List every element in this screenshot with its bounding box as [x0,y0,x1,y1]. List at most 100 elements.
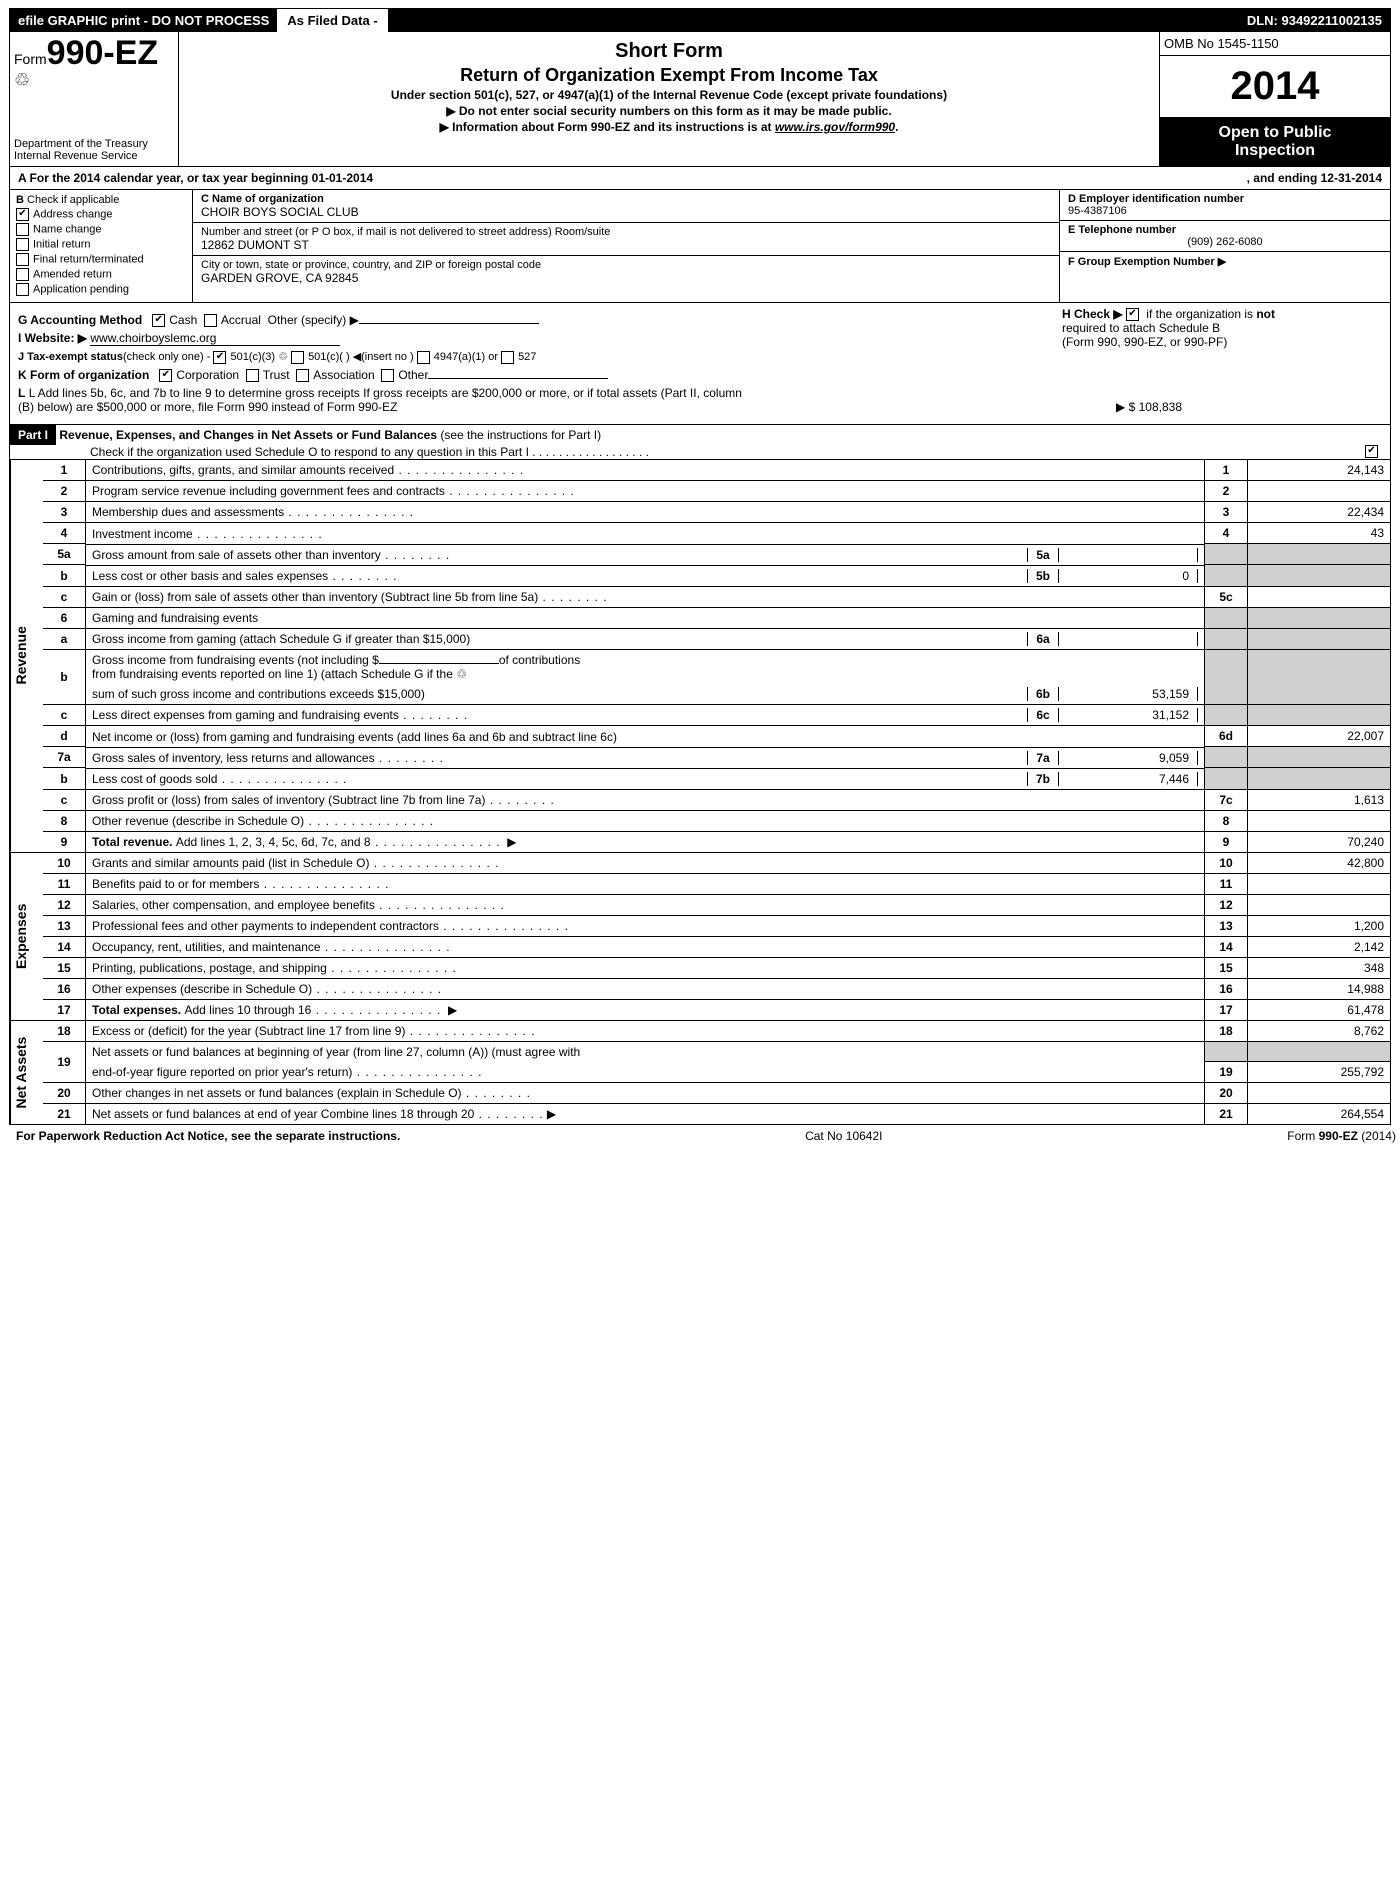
col-def: D Employer identification number 95-4387… [1059,190,1390,302]
val-line-10: 42,800 [1248,853,1391,874]
form-ref: Form 990-EZ (2014) [1287,1129,1396,1143]
chk-initial-return[interactable] [16,238,29,251]
val-line-6a [1059,632,1198,646]
subtitle: Under section 501(c), 527, or 4947(a)(1)… [185,88,1153,102]
mid-block-ghijkl: H Check ▶ ✔ if the organization is not r… [10,303,1390,425]
val-line-3: 22,434 [1248,502,1391,523]
val-line-5b: 0 [1059,569,1198,583]
val-line-2 [1248,481,1391,502]
period-begin: A For the 2014 calendar year, or tax yea… [18,171,373,185]
val-line-7c: 1,613 [1248,789,1391,810]
chk-final-return[interactable] [16,253,29,266]
chk-527[interactable] [501,351,514,364]
expenses-table: 10Grants and similar amounts paid (list … [43,853,1390,1020]
as-filed-label: As Filed Data - [277,9,387,32]
efile-notice: efile GRAPHIC print - DO NOT PROCESS [10,9,277,32]
ssn-warning: ▶ Do not enter social security numbers o… [185,104,1153,118]
open-public-badge: Open to Public Inspection [1160,118,1390,166]
top-bar: efile GRAPHIC print - DO NOT PROCESS As … [10,9,1390,32]
val-line-11 [1248,873,1391,894]
chk-other-org[interactable] [381,369,394,382]
chk-trust[interactable] [246,369,259,382]
dln: DLN: 93492211002135 [1239,9,1390,32]
val-line-12 [1248,894,1391,915]
val-line-21: 264,554 [1248,1104,1391,1125]
val-line-6c: 31,152 [1059,708,1198,722]
val-line-20 [1248,1083,1391,1104]
label-ein: D Employer identification number [1068,193,1382,205]
chk-name-change[interactable] [16,223,29,236]
col-c-org-info: C Name of organization CHOIR BOYS SOCIAL… [193,190,1059,302]
chk-association[interactable] [296,369,309,382]
chk-501c[interactable] [291,351,304,364]
header-left: Form990-EZ ♲ Department of the Treasury … [10,32,179,166]
chk-amended[interactable] [16,268,29,281]
org-street: 12862 DUMONT ST [201,238,1051,252]
irs-label: Internal Revenue Service [14,150,174,162]
label-org-name: C Name of organization [201,193,1051,205]
part-1-paren: (see the instructions for Part I) [440,428,601,442]
form-footer: For Paperwork Reduction Act Notice, see … [8,1125,1400,1147]
val-line-18: 8,762 [1248,1021,1391,1042]
tax-year: 2014 [1160,56,1390,118]
label-phone: E Telephone number [1068,224,1382,236]
val-line-8 [1248,810,1391,831]
revenue-side-label: Revenue [10,460,43,852]
chk-schedule-b-not-required[interactable]: ✔ [1126,308,1139,321]
form-header: Form990-EZ ♲ Department of the Treasury … [10,32,1390,167]
main-title: Return of Organization Exempt From Incom… [185,65,1153,86]
schedule-o-check-line: Check if the organization used Schedule … [10,445,1390,459]
paperwork-notice: For Paperwork Reduction Act Notice, see … [16,1129,400,1143]
chk-accrual[interactable] [204,314,217,327]
website-link[interactable]: www.choirboyslemc.org [90,331,340,346]
netassets-side-label: Net Assets [10,1021,43,1125]
val-line-13: 1,200 [1248,915,1391,936]
val-line-15: 348 [1248,957,1391,978]
top-bar-spacer [388,9,1239,32]
net-assets-table: 18Excess or (deficit) for the year (Subt… [43,1021,1390,1125]
section-j: J Tax-exempt status(check only one) - ✔5… [18,350,1382,364]
val-line-17: 61,478 [1248,999,1391,1020]
net-assets-section: Net Assets 18Excess or (deficit) for the… [10,1021,1390,1125]
form-990ez: efile GRAPHIC print - DO NOT PROCESS As … [9,8,1391,1125]
org-name: CHOIR BOYS SOCIAL CLUB [201,205,1051,219]
chk-corporation[interactable]: ✔ [159,369,172,382]
val-line-9: 70,240 [1248,831,1391,852]
treasury-label: Department of the Treasury [14,138,174,150]
chk-cash[interactable]: ✔ [152,314,165,327]
val-line-4: 43 [1248,523,1391,544]
expenses-section: Expenses 10Grants and similar amounts pa… [10,853,1390,1021]
recycle-icon: ♲ [14,70,174,91]
section-bcdef: B Check if applicable ✔Address change Na… [10,190,1390,303]
label-street: Number and street (or P O box, if mail i… [201,226,1051,238]
chk-schedule-o[interactable]: ✔ [1365,445,1378,458]
org-city: GARDEN GROVE, CA 92845 [201,271,1051,285]
label-group-exemption: F Group Exemption Number ▶ [1068,256,1226,268]
irs-link[interactable]: www.irs.gov/form990 [775,120,895,134]
chk-pending[interactable] [16,283,29,296]
dept-block: Department of the Treasury Internal Reve… [14,138,174,162]
omb-number: OMB No 1545-1150 [1160,32,1390,56]
period-end: , and ending 12-31-2014 [1207,171,1382,185]
val-line-7b: 7,446 [1059,772,1198,786]
chk-4947[interactable] [417,351,430,364]
val-line-7a: 9,059 [1059,751,1198,765]
section-h: H Check ▶ ✔ if the organization is not r… [1062,307,1382,349]
row-a-period: A For the 2014 calendar year, or tax yea… [10,167,1390,190]
chk-address-change[interactable]: ✔ [16,208,29,221]
short-form-title: Short Form [185,40,1153,63]
phone-value: (909) 262-6080 [1068,236,1382,248]
chk-501c3[interactable]: ✔ [213,351,226,364]
col-b-checkboxes: B Check if applicable ✔Address change Na… [10,190,193,302]
section-k: K Form of organization ✔Corporation Trus… [18,368,1382,382]
part-1-header: Part I Revenue, Expenses, and Changes in… [10,425,1390,460]
expenses-side-label: Expenses [10,853,43,1020]
val-line-19: 255,792 [1248,1062,1391,1083]
val-line-6b: 53,159 [1059,687,1198,701]
part-1-title: Revenue, Expenses, and Changes in Net As… [59,428,437,442]
val-line-1: 24,143 [1248,460,1391,481]
val-line-6d: 22,007 [1248,726,1391,747]
label-city: City or town, state or province, country… [201,259,1051,271]
info-line: ▶ Information about Form 990-EZ and its … [185,120,1153,134]
form-number: 990-EZ [47,34,159,72]
